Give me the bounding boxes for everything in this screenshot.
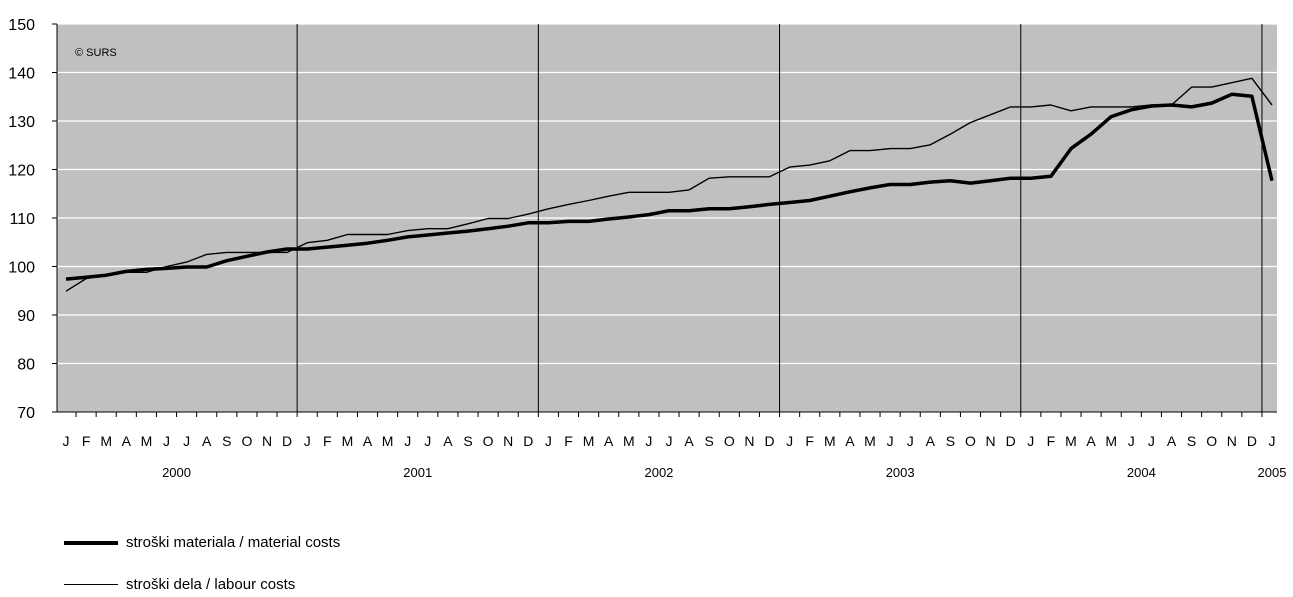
x-tick-label: D (523, 433, 533, 449)
year-label: 2005 (1258, 465, 1287, 480)
series-line-labour-costs (65, 77, 1273, 292)
x-tick-label: N (262, 433, 272, 449)
grid-lines (57, 23, 1277, 365)
y-tick-label: 90 (17, 308, 35, 325)
x-tick-label: D (1006, 433, 1016, 449)
y-tick-label: 140 (8, 66, 35, 83)
x-tick-label: A (1086, 433, 1096, 449)
x-tick-label: J (545, 433, 552, 449)
x-tick-label: N (744, 433, 754, 449)
year-label: 2000 (162, 465, 191, 480)
x-tick-label: D (282, 433, 292, 449)
x-tick-label: M (382, 433, 394, 449)
x-tick-label: A (684, 433, 694, 449)
x-tick-label: J (645, 433, 652, 449)
x-tick-label: S (463, 433, 472, 449)
legend-item-labour-costs: stroški dela / labour costs (64, 576, 295, 593)
legend-swatch-thick (64, 540, 118, 545)
x-tick-label: O (1206, 433, 1217, 449)
x-tick-label: O (724, 433, 735, 449)
x-tick-label: J (424, 433, 431, 449)
x-tick-label: J (163, 433, 170, 449)
year-separator-lines (296, 24, 1263, 412)
year-label: 2003 (886, 465, 915, 480)
series-lines (65, 77, 1274, 292)
x-tick-label: F (82, 433, 91, 449)
x-tick-label: O (965, 433, 976, 449)
x-tick-label: M (342, 433, 354, 449)
y-tick-label: 110 (9, 211, 35, 228)
legend-label: stroški materiala / material costs (126, 534, 341, 551)
x-tick-label: M (623, 433, 635, 449)
x-tick-label: A (202, 433, 212, 449)
x-tick-label: J (304, 433, 311, 449)
x-tick-label: J (1269, 433, 1276, 449)
legend-swatch-thin (64, 584, 118, 585)
y-tick-label: 150 (8, 17, 35, 34)
x-tick-label: F (323, 433, 332, 449)
x-axis-year-labels: 2000 2001 2002 2003 2004 2005 (162, 465, 1286, 480)
x-tick-label: N (1227, 433, 1237, 449)
x-tick-label: A (443, 433, 453, 449)
x-tick-label: O (241, 433, 252, 449)
x-tick-label: J (666, 433, 673, 449)
y-tick-label: 130 (8, 114, 35, 131)
x-tick-label: J (183, 433, 190, 449)
year-label: 2001 (403, 465, 432, 480)
x-tick-label: O (483, 433, 494, 449)
x-tick-label: A (845, 433, 855, 449)
y-axis-ticks: 70 80 90 100 110 120 130 140 150 (8, 17, 57, 422)
x-tick-label: D (764, 433, 774, 449)
year-label: 2004 (1127, 465, 1156, 480)
x-tick-label: S (705, 433, 714, 449)
x-tick-label: M (1105, 433, 1117, 449)
watermark-label: © SURS (75, 47, 117, 59)
x-tick-label: J (63, 433, 70, 449)
y-tick-label: 80 (17, 357, 35, 374)
x-tick-label: A (122, 433, 132, 449)
legend-label: stroški dela / labour costs (126, 576, 296, 593)
x-tick-label: M (583, 433, 595, 449)
x-tick-label: F (1047, 433, 1056, 449)
x-tick-label: M (141, 433, 153, 449)
y-tick-label: 120 (8, 163, 35, 180)
x-tick-label: J (1027, 433, 1034, 449)
x-tick-label: A (926, 433, 936, 449)
x-tick-label: A (604, 433, 614, 449)
x-tick-label: N (503, 433, 513, 449)
x-tick-label: J (887, 433, 894, 449)
x-tick-label: F (805, 433, 814, 449)
y-tick-label: 100 (8, 260, 35, 277)
x-tick-label: J (786, 433, 793, 449)
x-tick-label: A (1167, 433, 1177, 449)
x-tick-label: F (564, 433, 573, 449)
x-tick-label: J (1148, 433, 1155, 449)
x-tick-label: S (222, 433, 231, 449)
x-tick-label: M (1065, 433, 1077, 449)
x-tick-label: M (100, 433, 112, 449)
x-tick-label: M (824, 433, 836, 449)
x-tick-label: N (986, 433, 996, 449)
x-tick-label: J (404, 433, 411, 449)
x-tick-label: S (946, 433, 955, 449)
legend-item-material-costs: stroški materiala / material costs (64, 534, 340, 551)
x-tick-label: J (1128, 433, 1135, 449)
y-tick-label: 70 (17, 405, 35, 422)
x-tick-label: A (363, 433, 373, 449)
x-tick-label: J (907, 433, 914, 449)
x-tick-label: D (1247, 433, 1257, 449)
x-tick-label: M (864, 433, 876, 449)
year-label: 2002 (644, 465, 673, 480)
x-tick-label: S (1187, 433, 1196, 449)
